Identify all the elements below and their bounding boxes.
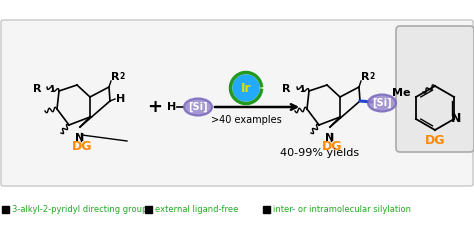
Text: +: + xyxy=(147,98,163,116)
Text: DG: DG xyxy=(425,133,445,147)
Text: N: N xyxy=(451,113,461,125)
Text: DG: DG xyxy=(72,141,92,154)
Ellipse shape xyxy=(368,94,396,112)
Text: 40-99% yields: 40-99% yields xyxy=(281,148,360,158)
Text: Me: Me xyxy=(392,88,411,98)
Circle shape xyxy=(233,75,259,101)
Text: 1: 1 xyxy=(299,85,304,94)
Text: external ligand-free: external ligand-free xyxy=(155,206,238,215)
Text: 1: 1 xyxy=(49,85,54,94)
Bar xyxy=(263,206,270,213)
Ellipse shape xyxy=(184,98,212,116)
Text: Ir: Ir xyxy=(241,82,251,94)
Text: >40 examples: >40 examples xyxy=(210,115,282,125)
FancyBboxPatch shape xyxy=(1,20,473,186)
Text: R: R xyxy=(111,72,119,82)
Text: R: R xyxy=(361,72,370,82)
Text: R: R xyxy=(283,84,291,94)
Text: DG: DG xyxy=(322,141,342,154)
Text: 2: 2 xyxy=(369,72,374,81)
Text: 2: 2 xyxy=(119,72,124,81)
FancyBboxPatch shape xyxy=(396,26,474,152)
Text: inter- or intramolecular silylation: inter- or intramolecular silylation xyxy=(273,206,411,215)
Text: H: H xyxy=(167,102,176,112)
Text: [Si]: [Si] xyxy=(372,98,392,108)
Text: [Si]: [Si] xyxy=(188,102,208,112)
Text: R: R xyxy=(33,84,41,94)
Text: 3-alkyl-2-pyridyl directing group: 3-alkyl-2-pyridyl directing group xyxy=(12,206,147,215)
Bar xyxy=(145,206,152,213)
Bar xyxy=(2,206,9,213)
Text: N: N xyxy=(75,133,85,143)
Text: H: H xyxy=(116,94,125,104)
Text: N: N xyxy=(325,133,335,143)
